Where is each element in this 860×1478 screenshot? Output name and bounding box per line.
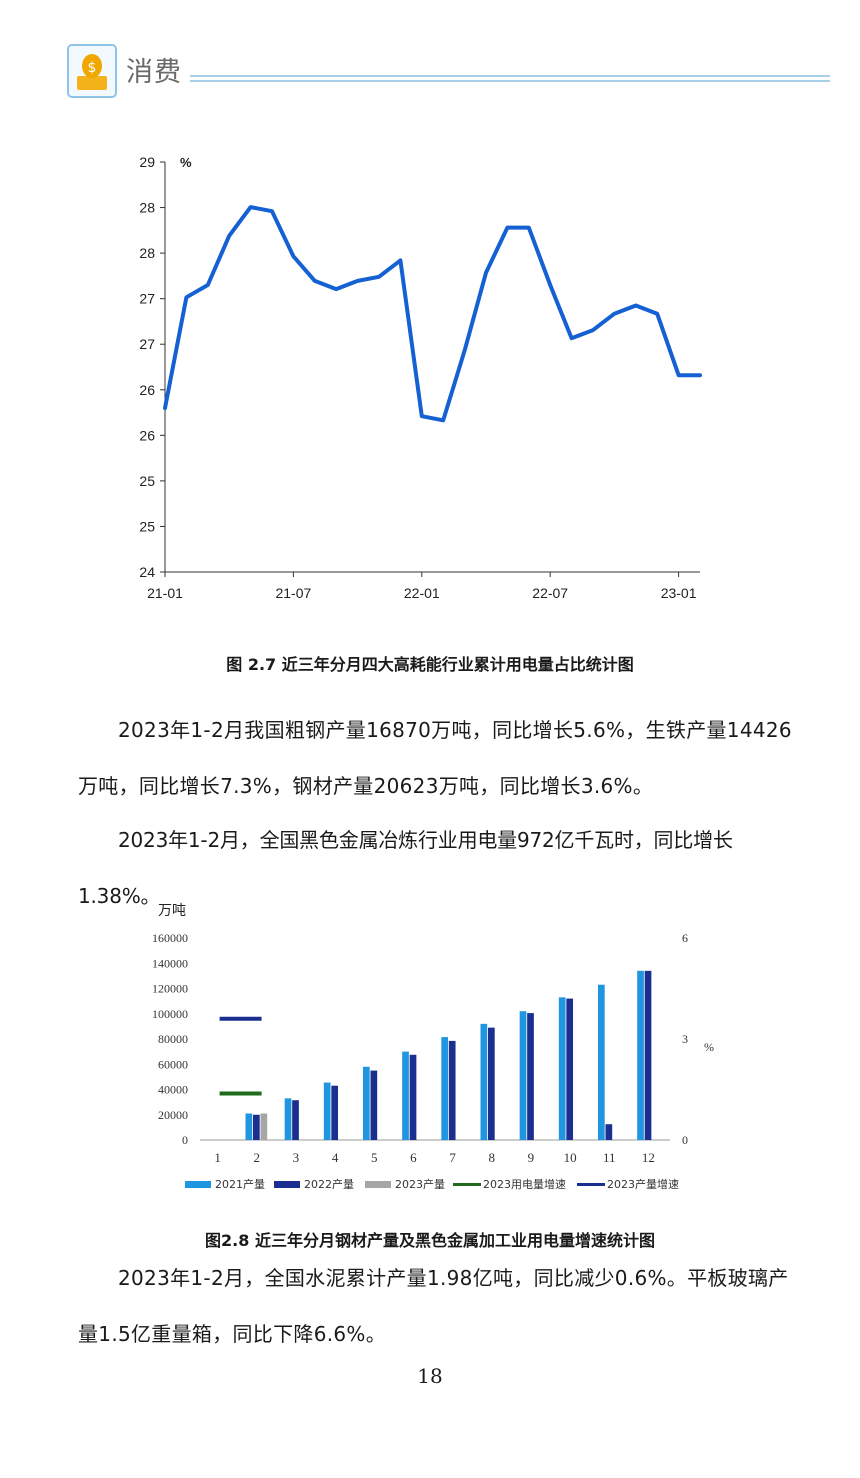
- figure-1-caption: 图 2.7 近三年分月四大高耗能行业累计用电量占比统计图: [226, 655, 634, 674]
- y-tick-label: 25: [139, 518, 155, 534]
- bar: [566, 998, 574, 1140]
- bar: [363, 1066, 370, 1140]
- left-tick-label: 140000: [152, 956, 188, 970]
- figure-2-caption: 图2.8 近三年分月钢材产量及黑色金属加工业用电量增速统计图: [205, 1231, 655, 1250]
- x-tick-label: 21-07: [275, 585, 311, 601]
- bar: [598, 984, 605, 1140]
- right-axis-unit: %: [704, 1040, 714, 1054]
- x-tick-label: 23-01: [661, 585, 697, 601]
- left-tick-label: 40000: [158, 1083, 188, 1097]
- bar: [260, 1113, 268, 1140]
- left-tick-label: 20000: [158, 1108, 188, 1122]
- x-tick-label: 3: [293, 1150, 300, 1165]
- steel-production-paragraph: 2023年1-2月我国粗钢产量16870万吨，同比增长5.6%，生铁产量1442…: [78, 718, 792, 798]
- x-tick-label: 1: [214, 1150, 221, 1165]
- x-tick-label: 2: [254, 1150, 261, 1165]
- y-tick-label: 24: [139, 564, 155, 580]
- bar: [637, 970, 644, 1140]
- legend-label: 2023产量: [395, 1177, 445, 1191]
- x-tick-label: 6: [410, 1150, 417, 1165]
- x-tick-label: 22-07: [532, 585, 568, 601]
- metallurgy-electricity-paragraph: 2023年1-2月，全国黑色金属冶炼行业用电量972亿千瓦时，同比增长1.38%…: [78, 828, 733, 908]
- y-tick-label: 25: [139, 473, 155, 489]
- legend-swatch: [365, 1181, 391, 1188]
- steel-output-bar-chart: 万吨 0 20000 40000 60000 80000 100000 120000 14000…: [152, 903, 714, 1191]
- right-tick-label: 3: [682, 1032, 688, 1046]
- right-tick-label: 6: [682, 931, 688, 945]
- bar: [253, 1114, 260, 1140]
- y-tick-label: 28: [139, 245, 155, 261]
- x-tick-label: 8: [489, 1150, 496, 1165]
- left-tick-label: 160000: [152, 931, 188, 945]
- bar: [558, 997, 566, 1140]
- bar: [284, 1098, 292, 1140]
- left-tick-label: 80000: [158, 1032, 188, 1046]
- legend-label: 2023用电量增速: [483, 1177, 566, 1191]
- left-tick-label: 60000: [158, 1057, 188, 1071]
- x-tick-label: 4: [332, 1150, 339, 1165]
- x-tick-label: 10: [564, 1150, 577, 1165]
- bar: [441, 1037, 449, 1140]
- left-tick-label: 120000: [152, 982, 188, 996]
- left-axis-unit: 万吨: [158, 903, 186, 919]
- x-tick-label: 11: [603, 1150, 616, 1165]
- x-tick-label: 22-01: [404, 585, 440, 601]
- bar: [480, 1023, 488, 1140]
- y-axis-unit: %: [180, 155, 192, 170]
- right-tick-label: 0: [682, 1133, 688, 1147]
- y-tick-label: 26: [139, 427, 155, 443]
- x-tick-label: 7: [449, 1150, 456, 1165]
- cement-glass-paragraph: 2023年1-2月，全国水泥累计产量1.98亿吨，同比减少0.6%。平板玻璃产量…: [78, 1266, 789, 1346]
- legend-label: 2022产量: [304, 1177, 354, 1191]
- y-tick-label: 27: [139, 291, 155, 307]
- bar: [527, 1013, 534, 1140]
- x-tick-label: 5: [371, 1150, 378, 1165]
- y-tick-label: 27: [139, 336, 155, 352]
- page-number: 18: [417, 1364, 443, 1388]
- left-tick-label: 100000: [152, 1007, 188, 1021]
- x-tick-label: 12: [642, 1150, 655, 1165]
- bar: [245, 1113, 253, 1140]
- energy-share-line-chart: 24 25 25 26 26 27 27 28 28 29 % 21-01 21-07 22-01 22-0…: [139, 154, 702, 601]
- bar: [644, 970, 652, 1140]
- legend-label: 2023产量增速: [607, 1177, 679, 1191]
- x-tick-label: 21-01: [147, 585, 183, 601]
- legend-label: 2021产量: [215, 1177, 265, 1191]
- section-title: 消费: [126, 57, 182, 88]
- bar: [519, 1011, 527, 1140]
- bar: [488, 1027, 495, 1140]
- x-tick-label: 9: [528, 1150, 535, 1165]
- bar: [370, 1070, 378, 1140]
- header-divider: [190, 75, 830, 82]
- legend-swatch: [274, 1181, 300, 1188]
- series-line: [163, 205, 702, 423]
- bar: [402, 1051, 409, 1140]
- y-tick-label: 26: [139, 382, 155, 398]
- legend-swatch: [185, 1181, 211, 1188]
- y-tick-label: 28: [139, 200, 155, 216]
- svg-text:$: $: [88, 60, 97, 76]
- consumption-icon: $: [67, 44, 117, 98]
- bar: [323, 1082, 331, 1140]
- bar: [605, 1124, 613, 1140]
- bar: [409, 1054, 417, 1140]
- bar: [448, 1040, 456, 1140]
- bar: [331, 1085, 339, 1140]
- y-tick-label: 29: [139, 154, 155, 170]
- bar: [292, 1100, 299, 1140]
- left-tick-label: 0: [182, 1133, 188, 1147]
